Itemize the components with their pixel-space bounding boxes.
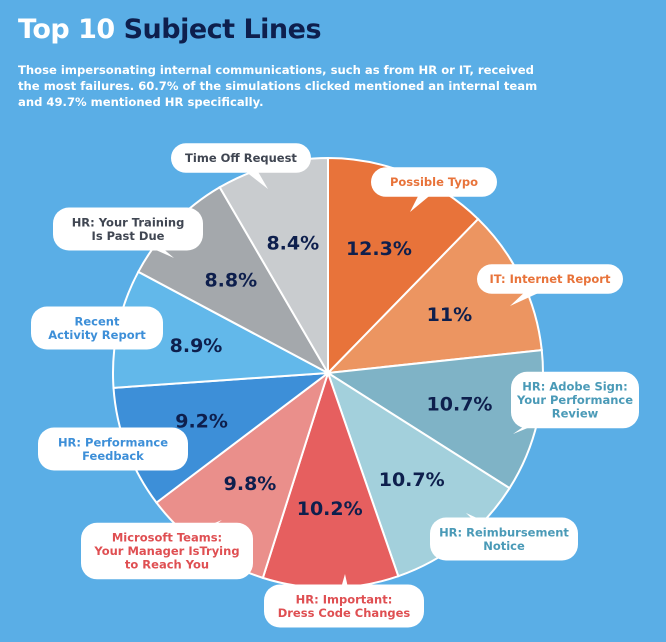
slice-callout: HR: Reimbursement Notice bbox=[430, 513, 578, 561]
callout-box bbox=[171, 143, 311, 173]
slice-percent-label: 10.7% bbox=[427, 394, 493, 416]
callout-box bbox=[53, 207, 203, 251]
slice-category-label: HR: Your Training Is Past Due bbox=[72, 215, 185, 243]
slice-callout: IT: Internet Report bbox=[477, 264, 623, 306]
slice-percent-label: 9.8% bbox=[224, 473, 277, 495]
slice-percent-label: 8.8% bbox=[204, 269, 257, 291]
chart-subtitle: Those impersonating internal communicati… bbox=[18, 63, 538, 109]
slice-percent-label: 8.4% bbox=[266, 233, 319, 255]
slice-category-label: HR: Adobe Sign: Your Performance Review bbox=[516, 380, 633, 421]
title-part2: Subject Lines bbox=[123, 14, 322, 45]
chart-title: Top 10 Subject Lines bbox=[18, 14, 322, 45]
callout-box bbox=[38, 427, 188, 471]
slice-category-label: IT: Internet Report bbox=[490, 272, 611, 286]
slice-category-label: HR: Reimbursement Notice bbox=[439, 525, 569, 553]
slice-percent-label: 10.7% bbox=[379, 469, 445, 491]
callout-box bbox=[264, 584, 424, 628]
callout-box bbox=[31, 306, 163, 350]
title-part1: Top 10 bbox=[18, 14, 115, 45]
callout-box bbox=[430, 517, 578, 561]
slice-percent-label: 9.2% bbox=[175, 410, 228, 432]
slice-percent-label: 12.3% bbox=[346, 238, 412, 260]
slice-category-label: Time Off Request bbox=[185, 151, 297, 165]
slice-callout: HR: Important: Dress Code Changes bbox=[264, 574, 424, 628]
pie-callouts: Possible Typo IT: Internet Report HR: Adob… bbox=[31, 143, 639, 628]
slice-callout: Possible Typo bbox=[371, 167, 497, 212]
slice-category-label: Possible Typo bbox=[390, 175, 478, 189]
callout-box bbox=[477, 264, 623, 294]
slice-percent-label: 10.2% bbox=[297, 498, 363, 520]
slice-callout: HR: Adobe Sign: Your Performance Review bbox=[511, 371, 639, 434]
slice-callout: Time Off Request bbox=[171, 143, 311, 189]
callout-box bbox=[371, 167, 497, 197]
slice-callout: Recent Activity Report bbox=[31, 306, 163, 350]
slice-callout: HR: Your Training Is Past Due bbox=[53, 207, 203, 258]
slice-category-label: HR: Important: Dress Code Changes bbox=[278, 592, 411, 620]
slice-callout: HR: Performance Feedback bbox=[38, 427, 188, 471]
pie-percent-labels: 12.3% 11% 10.7% 10.7% 10.2% 9.8% 9.2% 8.9% 8.8% 8… bbox=[170, 233, 493, 520]
slice-percent-label: 11% bbox=[427, 304, 472, 326]
slice-percent-label: 8.9% bbox=[170, 335, 223, 357]
slice-callout: Microsoft Teams: Your Manager IsTrying to … bbox=[81, 520, 253, 580]
callout-box bbox=[81, 522, 253, 580]
slice-category-label: Microsoft Teams: Your Manager IsTrying to … bbox=[93, 531, 239, 572]
slice-category-label: Recent Activity Report bbox=[48, 314, 146, 342]
slice-category-label: HR: Performance Feedback bbox=[58, 435, 168, 463]
callout-box bbox=[511, 371, 639, 429]
